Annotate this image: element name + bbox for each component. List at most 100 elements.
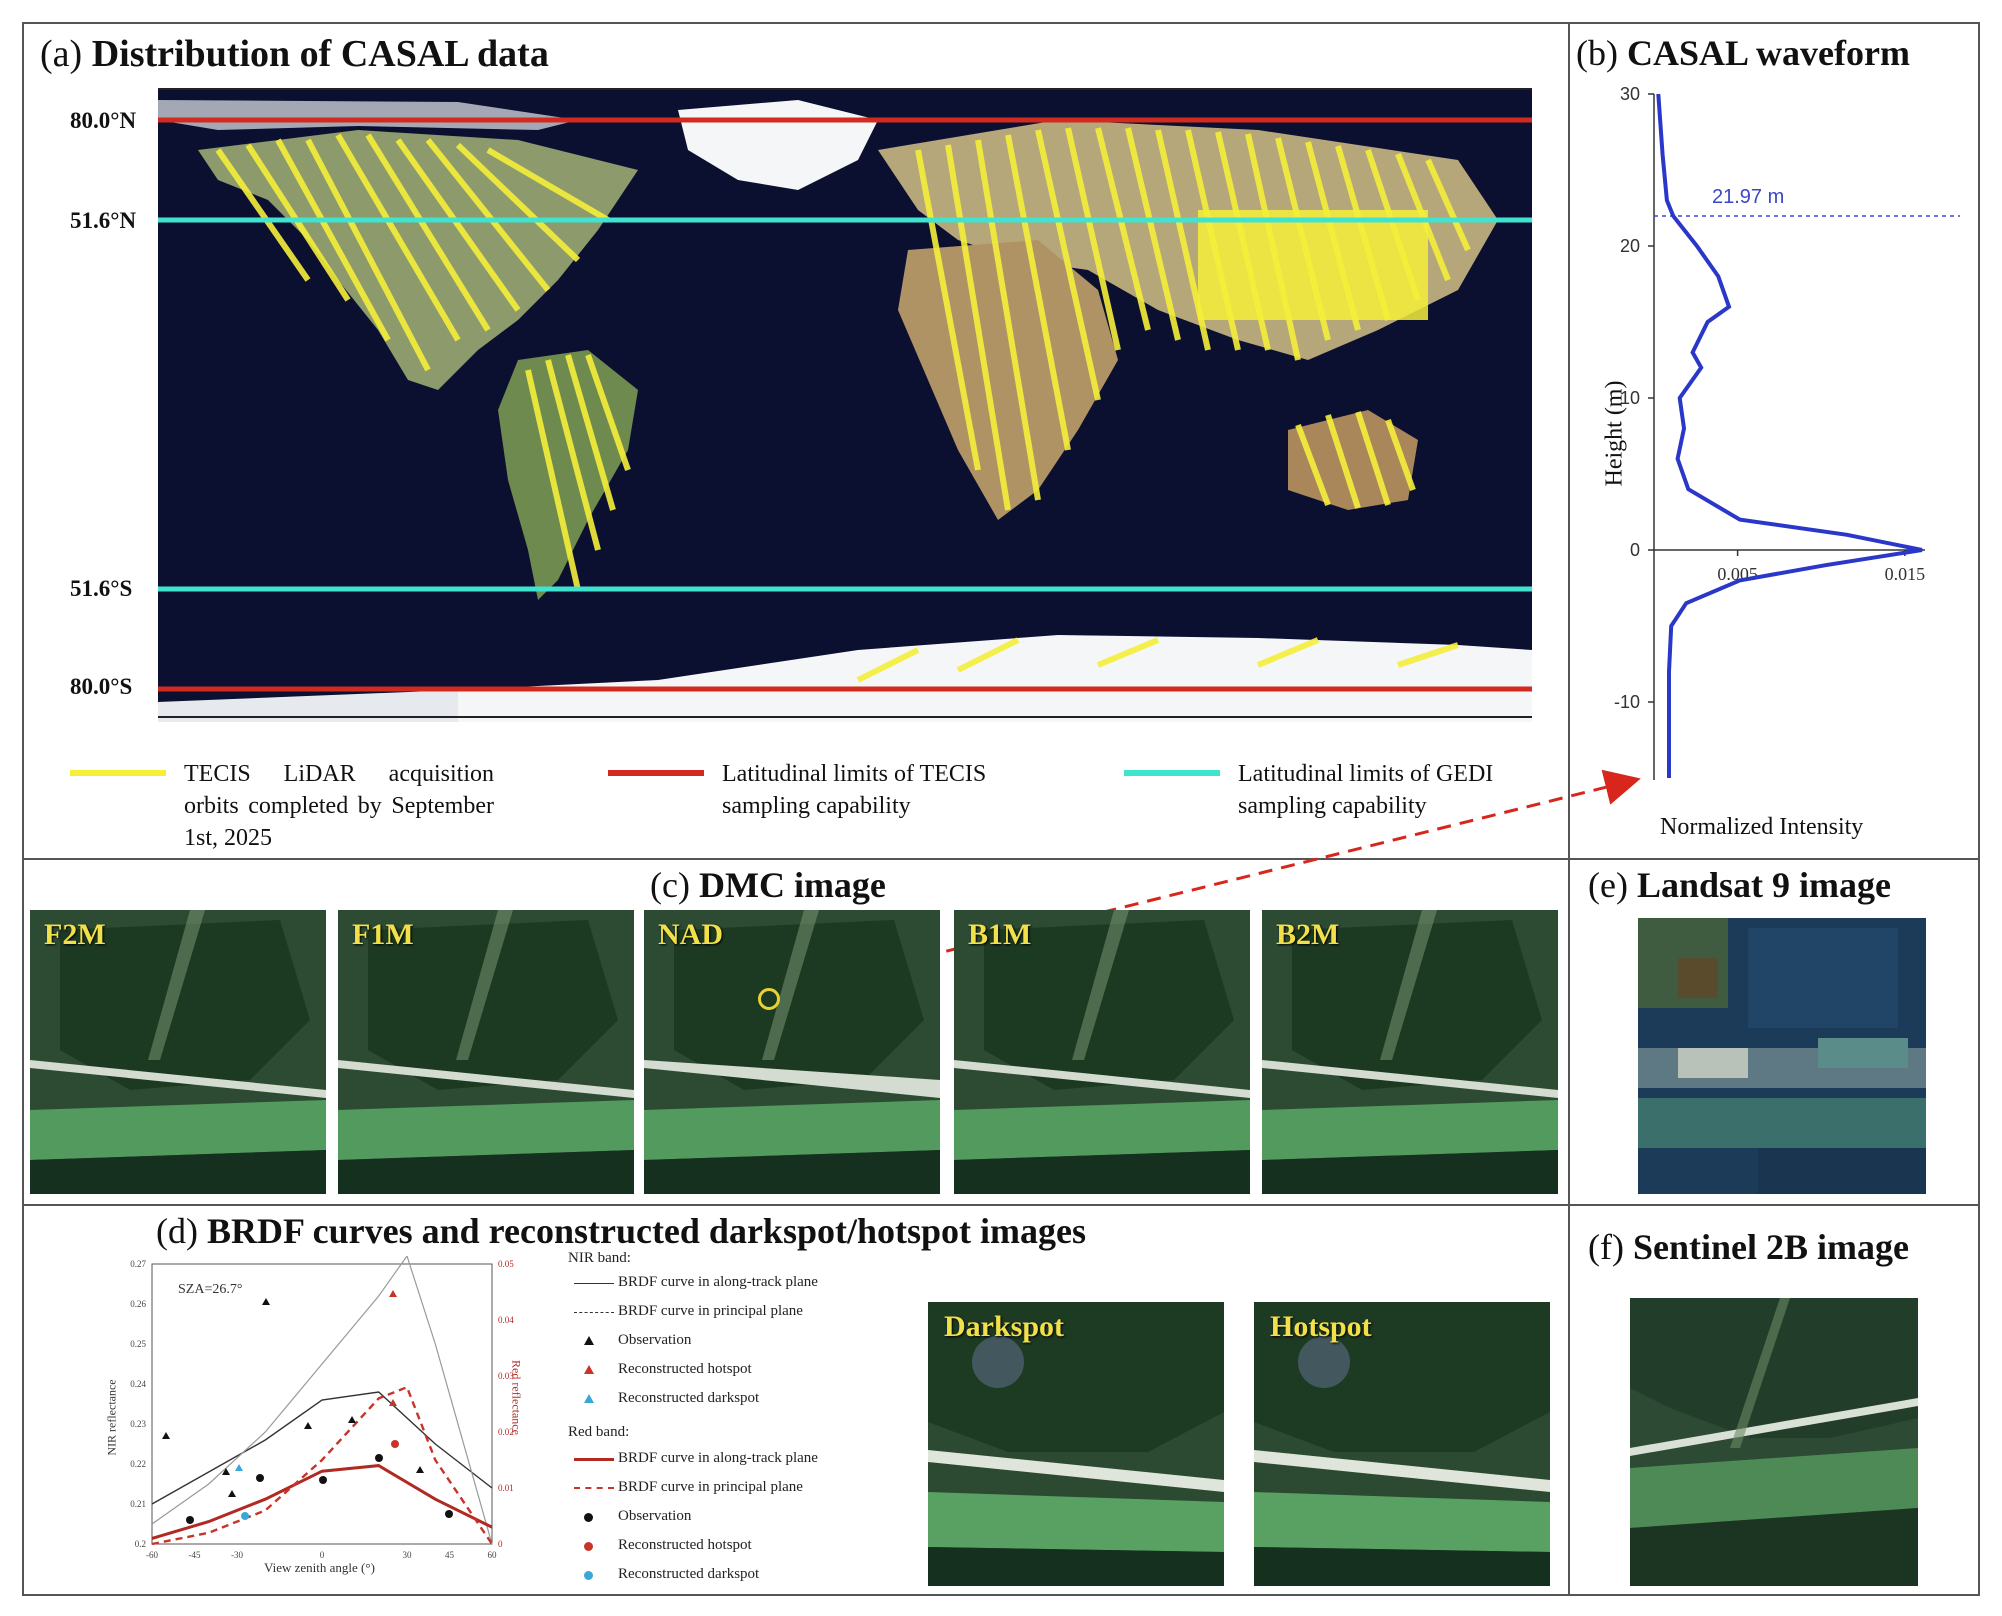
brdf-legend-marker xyxy=(574,1485,614,1493)
dmc-image-label: F1M xyxy=(352,918,414,951)
brdf-ylabel-right: Red reflectance xyxy=(509,1360,524,1435)
brdf-legend-marker xyxy=(574,1456,614,1464)
brdf-ytick-left-label: 0.26 xyxy=(130,1299,146,1309)
brdf-legend-marker xyxy=(574,1571,614,1580)
legend-text-tecis-orbits: TECIS LiDAR acquisition orbits completed… xyxy=(184,761,494,851)
panel-e-title-text: Landsat 9 image xyxy=(1636,865,1891,905)
brdf-legend-red-header: Red band: xyxy=(568,1424,630,1440)
darkspot-image-label: Darkspot xyxy=(944,1310,1065,1343)
brdf-ytick-left-label: 0.23 xyxy=(130,1419,146,1429)
world-map-svg xyxy=(158,90,1532,722)
panel-f-title: (f) Sentinel 2B image xyxy=(1588,1226,1909,1268)
panel-f-label: (f) xyxy=(1588,1227,1624,1267)
waveform-ytick-label: 20 xyxy=(1620,236,1640,256)
panel-c-title-text: DMC image xyxy=(698,865,886,905)
landsat-svg xyxy=(1638,918,1926,1194)
brdf-legend-text: BRDF curve in along-track plane xyxy=(618,1450,818,1466)
brdf-ytick-left-label: 0.2 xyxy=(135,1539,146,1549)
panel-f-title-text: Sentinel 2B image xyxy=(1632,1227,1909,1267)
legend-swatch-gedi-limits xyxy=(1124,770,1220,776)
brdf-legend-text: Observation xyxy=(618,1508,692,1524)
waveform-xtick-label: 0.015 xyxy=(1885,564,1926,584)
brdf-xtick-label: 30 xyxy=(403,1550,413,1560)
waveform-ylabel: Height (m) xyxy=(1601,380,1628,487)
waveform-ytick-label: 10 xyxy=(1620,388,1640,408)
brdf-chart: -60 -45 -30 0 30 45 60 0.27 0.26 0.25 0.24 0.23 0.22… xyxy=(94,1254,560,1586)
brdf-ytick-left-label: 0.25 xyxy=(130,1339,146,1349)
dmc-image-label: F2M xyxy=(44,918,106,951)
dmc-image-nad: NAD xyxy=(644,910,940,1194)
panel-c-title: (c) DMC image xyxy=(650,864,886,906)
panel-d-title-text: BRDF curves and reconstructed darkspot/h… xyxy=(206,1211,1086,1251)
panel-b-title-text: CASAL waveform xyxy=(1626,33,1910,73)
brdf-observations xyxy=(162,1290,453,1524)
panel-e-title: (e) Landsat 9 image xyxy=(1588,864,1891,906)
legend-swatch-tecis-orbits xyxy=(70,770,166,776)
brdf-legend-marker xyxy=(574,1513,614,1522)
brdf-svg: -60 -45 -30 0 30 45 60 0.27 0.26 0.25 0.24 0.23 0.22… xyxy=(130,1254,514,1560)
waveform-annotation: 21.97 m xyxy=(1712,186,1785,208)
footprint-circle xyxy=(758,988,780,1010)
red-principal-curve xyxy=(151,1385,493,1546)
dmc-image-label: B2M xyxy=(1276,918,1340,951)
brdf-xtick-label: -45 xyxy=(189,1550,201,1560)
panel-a-title-text: Distribution of CASAL data xyxy=(91,33,549,75)
panel-b-label: (b) xyxy=(1576,33,1618,73)
brdf-xtick-label: 45 xyxy=(445,1550,455,1560)
lat-label-51s: 51.6°S xyxy=(70,576,133,601)
brdf-xlabel: View zenith angle (°) xyxy=(264,1560,375,1575)
waveform-curve xyxy=(1656,93,1923,778)
dmc-image-b2m: B2M xyxy=(1262,910,1558,1194)
panel-a-title: (a) Distribution of CASAL data xyxy=(40,32,549,76)
dmc-image-label: NAD xyxy=(658,918,723,951)
brdf-ytick-right-label: 0.04 xyxy=(498,1315,514,1325)
brdf-ytick-right-label: 0.01 xyxy=(498,1483,514,1493)
lat-label-80n: 80.0°N xyxy=(70,108,137,133)
brdf-ylabel-left: NIR reflectance xyxy=(104,1379,119,1456)
nir-along-track-curve xyxy=(151,1391,493,1505)
hotspot-image-label: Hotspot xyxy=(1270,1310,1372,1343)
legend-swatch-tecis-limits xyxy=(608,770,704,776)
brdf-ytick-left-label: 0.27 xyxy=(130,1259,146,1269)
panel-a-label: (a) xyxy=(40,33,83,75)
waveform-chart: 30 20 10 0 -10 0.005 0.015 xyxy=(1580,80,1970,860)
brdf-legend-text: Reconstructed darkspot xyxy=(618,1390,760,1406)
panel-b-title: (b) CASAL waveform xyxy=(1576,32,1910,74)
panel-d-title: (d) BRDF curves and reconstructed darksp… xyxy=(156,1210,1086,1252)
brdf-legend-text: BRDF curve in principal plane xyxy=(618,1303,803,1319)
brdf-legend-text: Reconstructed darkspot xyxy=(618,1566,760,1582)
red-along-track-curve xyxy=(151,1464,493,1540)
brdf-ytick-left-label: 0.22 xyxy=(130,1459,146,1469)
brdf-legend-nir-header: NIR band: xyxy=(568,1250,631,1266)
brdf-legend-text: BRDF curve in principal plane xyxy=(618,1479,803,1495)
brdf-legend-marker xyxy=(574,1394,614,1404)
brdf-xtick-label: 0 xyxy=(320,1550,325,1560)
panel-f-frame xyxy=(1568,1204,1980,1596)
map-top-rule xyxy=(158,88,1532,90)
panel-c-label: (c) xyxy=(650,865,690,905)
brdf-legend-text: Observation xyxy=(618,1332,692,1348)
dmc-image-b1m: B1M xyxy=(954,910,1250,1194)
brdf-legend-marker xyxy=(574,1542,614,1551)
brdf-ytick-right-label: 0 xyxy=(498,1539,503,1549)
brdf-ytick-right-label: 0.05 xyxy=(498,1259,514,1269)
landsat-image xyxy=(1638,918,1926,1194)
map-bottom-rule xyxy=(158,716,1532,718)
brdf-ytick-left-label: 0.24 xyxy=(130,1379,146,1389)
brdf-legend-marker xyxy=(574,1280,614,1288)
legend-text-tecis-limits: Latitudinal limits of TECIS sampling cap… xyxy=(722,761,987,819)
darkspot-image: Darkspot xyxy=(928,1302,1224,1586)
brdf-ytick-right-label: 0.02 xyxy=(498,1427,514,1437)
sentinel-svg xyxy=(1630,1298,1918,1586)
legend-text-gedi-limits: Latitudinal limits of GEDI sampling capa… xyxy=(1238,761,1494,819)
nir-principal-curve xyxy=(151,1254,493,1545)
brdf-legend-text: Reconstructed hotspot xyxy=(618,1361,752,1377)
lat-label-51n: 51.6°N xyxy=(70,208,137,233)
panel-d-label: (d) xyxy=(156,1211,198,1251)
waveform-ytick-label: 0 xyxy=(1630,540,1640,560)
dmc-image-f2m: F2M xyxy=(30,910,326,1194)
brdf-ytick-left-label: 0.21 xyxy=(130,1499,146,1509)
lat-label-80s: 80.0°S xyxy=(70,674,133,699)
brdf-ytick-right-label: 0.03 xyxy=(498,1371,514,1381)
